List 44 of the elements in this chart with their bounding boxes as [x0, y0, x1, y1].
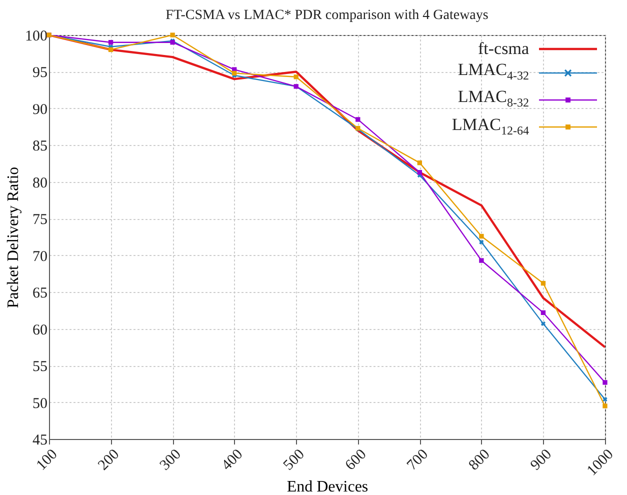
legend-label: LMAC$_{4-32}$ — [458, 59, 529, 84]
y-tick-label: 50 — [32, 396, 48, 412]
y-tick-label: 45 — [32, 432, 48, 448]
point — [602, 404, 608, 408]
y-tick-label: 80 — [32, 175, 48, 192]
x-tick-label: 600 — [342, 446, 370, 474]
y-tick-label: 100 — [25, 28, 48, 44]
y-tick-label: 95 — [32, 65, 48, 82]
point — [479, 258, 484, 263]
point — [108, 47, 114, 52]
point — [356, 117, 360, 122]
point — [232, 70, 237, 76]
y-tick-label: 65 — [32, 286, 48, 302]
y-tick-label: 60 — [32, 322, 48, 338]
y-tick-label: 70 — [32, 248, 48, 265]
point — [602, 397, 608, 402]
chart-title: FT-CSMA vs LMAC* PDR comparison with 4 Gateways — [166, 8, 488, 23]
point — [602, 380, 608, 385]
x-tick-label: 400 — [218, 446, 246, 474]
point — [294, 74, 298, 80]
point — [540, 280, 546, 286]
point — [170, 32, 175, 38]
x-tick-label: 300 — [157, 446, 184, 474]
x-tick-label: 900 — [528, 446, 556, 474]
y-tick-label: 85 — [32, 138, 48, 155]
x-tick-label: 500 — [280, 446, 308, 474]
point — [479, 234, 484, 239]
x-tick-label: 800 — [466, 446, 494, 474]
point — [540, 310, 546, 316]
y-axis-title: Packet Delivery Ratio — [5, 166, 22, 308]
y-tick-label: 55 — [32, 359, 48, 376]
legend-label: LMAC$_{12-64}$ — [452, 114, 529, 140]
y-tick-label: 75 — [32, 212, 48, 228]
point — [417, 160, 422, 166]
point — [479, 240, 484, 244]
legend-label: LMAC$_{8-32}$ — [458, 86, 529, 112]
x-tick-label: 700 — [404, 446, 432, 474]
point — [540, 321, 546, 326]
x-tick-label: 200 — [95, 446, 123, 474]
x-axis-title: End Devices — [286, 478, 368, 495]
legend-label: ft-csma — [478, 38, 529, 59]
point — [417, 170, 422, 175]
y-tick-label: 90 — [32, 102, 48, 118]
point — [108, 40, 114, 45]
